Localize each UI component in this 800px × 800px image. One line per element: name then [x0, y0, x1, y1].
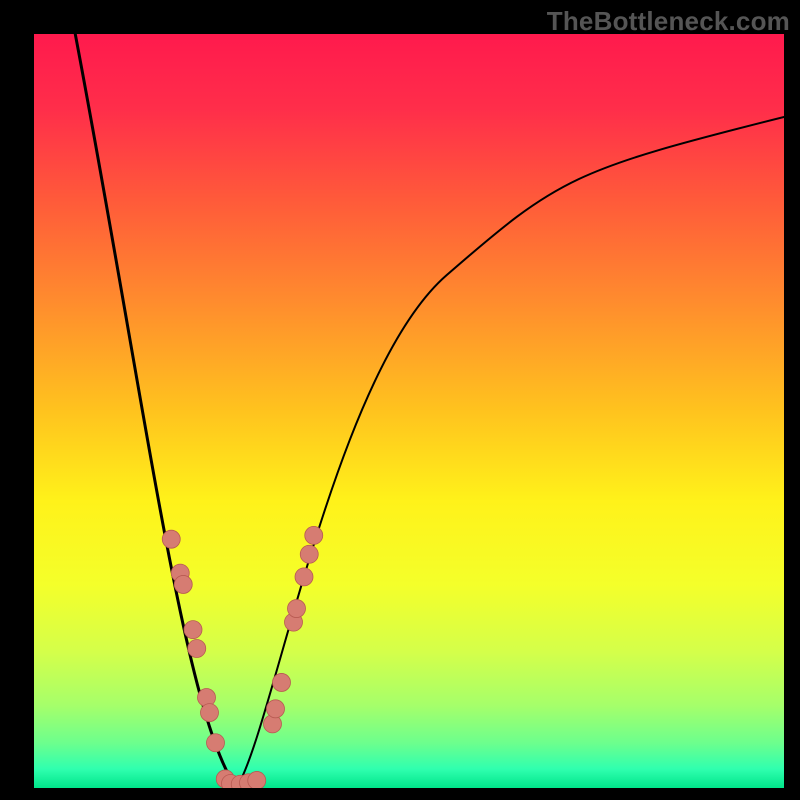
data-point [162, 530, 180, 548]
data-point [188, 640, 206, 658]
data-point [305, 526, 323, 544]
data-point [288, 600, 306, 618]
data-point [295, 568, 313, 586]
data-point [207, 734, 225, 752]
plot-area [34, 34, 784, 788]
data-point [174, 575, 192, 593]
chart-stage: TheBottleneck.com [0, 0, 800, 800]
watermark-text: TheBottleneck.com [547, 6, 790, 37]
data-point [248, 771, 266, 788]
data-point [201, 704, 219, 722]
data-point [300, 545, 318, 563]
data-point [267, 700, 285, 718]
data-point [273, 673, 291, 691]
data-points-layer [34, 34, 784, 788]
data-point [184, 621, 202, 639]
